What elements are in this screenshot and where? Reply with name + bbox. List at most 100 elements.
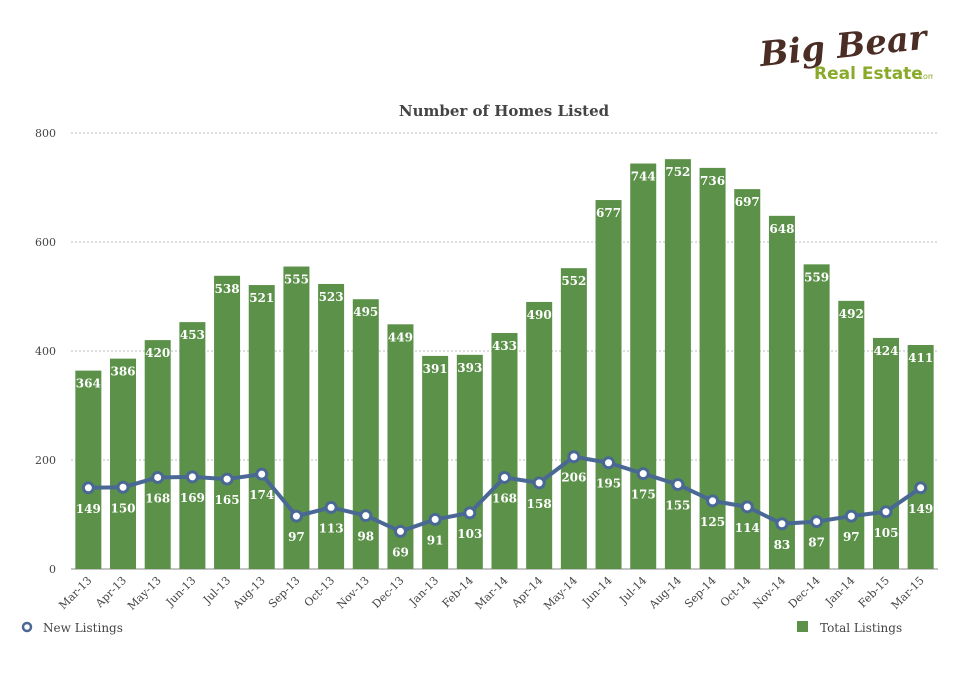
- x-tick-label: Apr-14: [509, 574, 546, 611]
- line-value-label: 149: [908, 502, 933, 516]
- line-point: [220, 472, 234, 486]
- x-tick-label: Aug-13: [230, 574, 268, 612]
- line-point: [151, 470, 165, 484]
- x-tick-label: Oct-14: [718, 574, 754, 610]
- x-tick-label: Mar-14: [473, 574, 511, 612]
- bar: [144, 340, 171, 569]
- bar: [456, 354, 483, 569]
- x-tick-label: Jul-13: [200, 574, 233, 607]
- bar: [872, 337, 899, 569]
- bar: [699, 167, 726, 569]
- logo-line2: Real Estate: [814, 64, 923, 84]
- line-value-label: 98: [357, 530, 374, 544]
- line-value-label: 103: [457, 527, 482, 541]
- line-point: [532, 476, 546, 490]
- legend-new-listings: New Listings: [21, 621, 123, 635]
- line-point: [359, 509, 373, 523]
- bar: [283, 266, 310, 569]
- line-value-label: 195: [596, 477, 621, 491]
- y-tick-label: 400: [35, 345, 56, 358]
- x-tick-label: Dec-14: [786, 574, 823, 611]
- line-point: [324, 500, 338, 514]
- line-value-label: 155: [665, 499, 690, 513]
- line-value-label: 83: [774, 538, 791, 552]
- line-value-label: 91: [427, 533, 444, 547]
- x-tick-label: Nov-13: [334, 574, 372, 612]
- bar-value-label: 391: [423, 362, 448, 376]
- line-point: [706, 494, 720, 508]
- bar-value-label: 555: [284, 273, 309, 287]
- bar-value-label: 433: [492, 339, 517, 353]
- x-tick-label: Oct-13: [302, 574, 338, 610]
- y-tick-label: 200: [35, 454, 56, 467]
- bar: [422, 355, 449, 569]
- legend-total-listings: Total Listings: [797, 621, 902, 635]
- bar-value-label: 424: [873, 344, 898, 358]
- bar-value-label: 411: [908, 351, 933, 365]
- line-point: [879, 505, 893, 519]
- x-tick-label: Jan-14: [822, 574, 857, 609]
- line-value-label: 158: [527, 497, 552, 511]
- bar-series: [75, 159, 934, 569]
- line-value-label: 113: [319, 521, 344, 535]
- bar: [179, 322, 206, 569]
- line-point: [636, 467, 650, 481]
- line-value-label: 125: [700, 515, 725, 529]
- bar: [110, 358, 137, 569]
- line-value-label: 105: [873, 526, 898, 540]
- x-tick-label: May-13: [125, 574, 164, 613]
- bar-value-label: 490: [527, 308, 552, 322]
- bar: [907, 345, 934, 569]
- bar-value-label: 521: [249, 291, 274, 305]
- line-point: [602, 456, 616, 470]
- bar: [491, 333, 518, 569]
- bar-value-labels: 364 386 420 453 538 521 555 523 495 449 391 393 433 4…: [76, 165, 933, 390]
- bar: [526, 301, 553, 569]
- bar-value-label: 752: [665, 165, 690, 179]
- line-value-labels: 149 150 168 169 165 174 97 113 98 69 91 103 168 158 20…: [76, 471, 933, 560]
- line-value-label: 87: [808, 536, 825, 550]
- x-tick-label: Apr-13: [92, 574, 129, 611]
- bar-value-label: 677: [596, 206, 621, 220]
- x-tick-label: Nov-14: [750, 574, 788, 612]
- x-tick-label: Dec-13: [370, 574, 407, 611]
- bar: [838, 300, 865, 569]
- line-value-label: 149: [76, 502, 101, 516]
- line-point: [116, 480, 130, 494]
- x-tick-label: Jan-13: [406, 574, 441, 609]
- line-series: [81, 450, 928, 538]
- x-tick-label: May-14: [541, 574, 580, 613]
- line-value-label: 69: [392, 545, 409, 559]
- bar-value-label: 736: [700, 174, 725, 188]
- line-point: [463, 506, 477, 520]
- line-value-label: 175: [631, 488, 656, 502]
- bar: [318, 283, 345, 569]
- bar-value-label: 449: [388, 330, 413, 344]
- bar: [595, 200, 622, 569]
- y-tick-label: 800: [35, 127, 56, 140]
- line-point: [498, 470, 511, 484]
- x-tick-label: Feb-14: [440, 574, 476, 610]
- line-point: [255, 467, 269, 481]
- line-value-label: 150: [110, 501, 135, 515]
- bar-value-label: 648: [769, 222, 794, 236]
- x-tick-label: Sep-14: [682, 574, 719, 611]
- x-tick-label: Mar-15: [889, 574, 927, 612]
- legend-label-total-listings: Total Listings: [820, 621, 902, 635]
- bar-value-label: 393: [457, 361, 482, 375]
- x-tick-label: Mar-13: [56, 574, 94, 612]
- line-point: [810, 515, 824, 529]
- big-bear-logo: Big Bear Real Estate .com: [758, 28, 933, 84]
- y-tick-label: 0: [49, 563, 56, 576]
- line-point: [428, 512, 442, 526]
- line-point: [671, 478, 685, 492]
- line-value-label: 169: [180, 491, 205, 505]
- legend-line-marker: [21, 621, 33, 633]
- bar-value-label: 495: [353, 305, 378, 319]
- line-value-label: 168: [145, 491, 170, 505]
- bar: [630, 163, 657, 569]
- bar-value-label: 420: [145, 346, 170, 360]
- line-value-label: 114: [735, 521, 760, 535]
